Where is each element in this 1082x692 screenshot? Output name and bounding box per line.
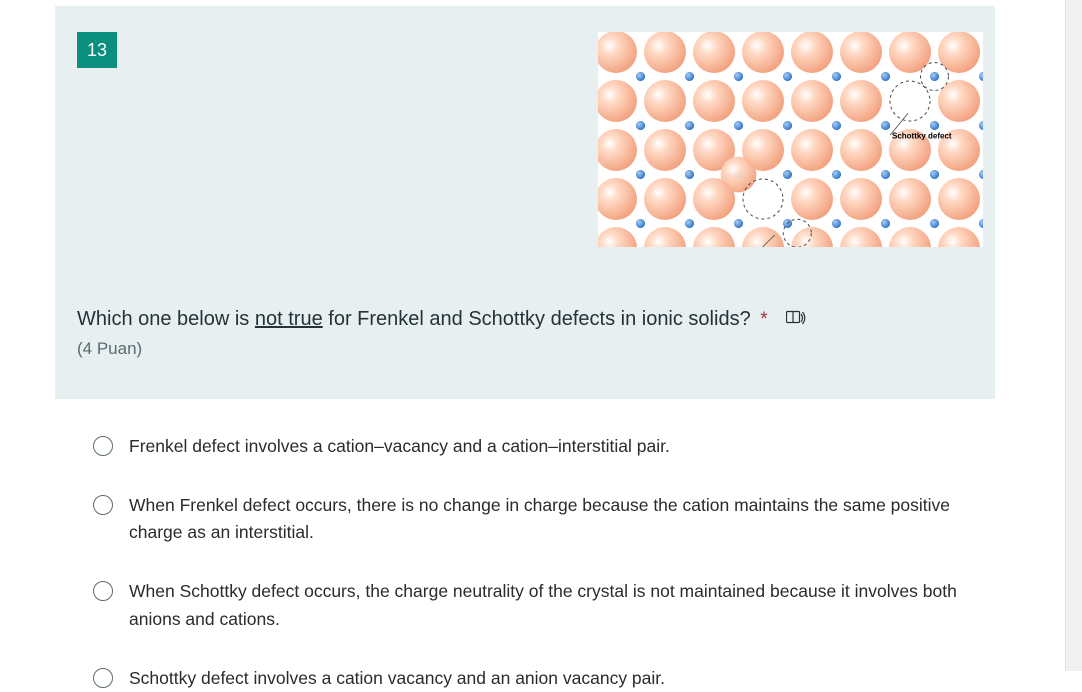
lattice-svg: Schottky defectFrenkel defect xyxy=(598,32,983,247)
qtext-pre: Which one below is xyxy=(77,308,255,330)
question-number-badge: 13 xyxy=(77,32,117,68)
option-text: When Schottky defect occurs, the charge … xyxy=(129,578,993,632)
question-text: Which one below is not true for Frenkel … xyxy=(77,308,756,330)
vertical-scrollbar[interactable] xyxy=(1065,0,1082,671)
points-label: (4 Puan) xyxy=(77,339,973,359)
svg-text:Schottky defect: Schottky defect xyxy=(892,131,952,140)
question-container: 13 Schottky defectFrenkel defect Which o… xyxy=(0,0,1082,692)
qtext-underline: not true xyxy=(255,308,323,330)
option-text: When Frenkel defect occurs, there is no … xyxy=(129,492,993,546)
defect-diagram: Schottky defectFrenkel defect xyxy=(598,32,983,247)
option-row[interactable]: Frenkel defect involves a cation–vacancy… xyxy=(93,433,993,460)
required-star: * xyxy=(760,309,767,330)
option-text: Schottky defect involves a cation vacanc… xyxy=(129,665,665,692)
qtext-post: for Frenkel and Schottky defects in ioni… xyxy=(323,308,751,330)
radio-button[interactable] xyxy=(93,436,113,456)
immersive-reader-icon[interactable] xyxy=(786,310,806,331)
option-row[interactable]: Schottky defect involves a cation vacanc… xyxy=(93,665,993,692)
option-row[interactable]: When Schottky defect occurs, the charge … xyxy=(93,578,993,632)
option-row[interactable]: When Frenkel defect occurs, there is no … xyxy=(93,492,993,546)
options-list: Frenkel defect involves a cation–vacancy… xyxy=(93,433,993,692)
question-number: 13 xyxy=(87,40,107,61)
radio-button[interactable] xyxy=(93,581,113,601)
option-text: Frenkel defect involves a cation–vacancy… xyxy=(129,433,670,460)
radio-button[interactable] xyxy=(93,495,113,515)
question-header: 13 Schottky defectFrenkel defect Which o… xyxy=(55,6,995,399)
